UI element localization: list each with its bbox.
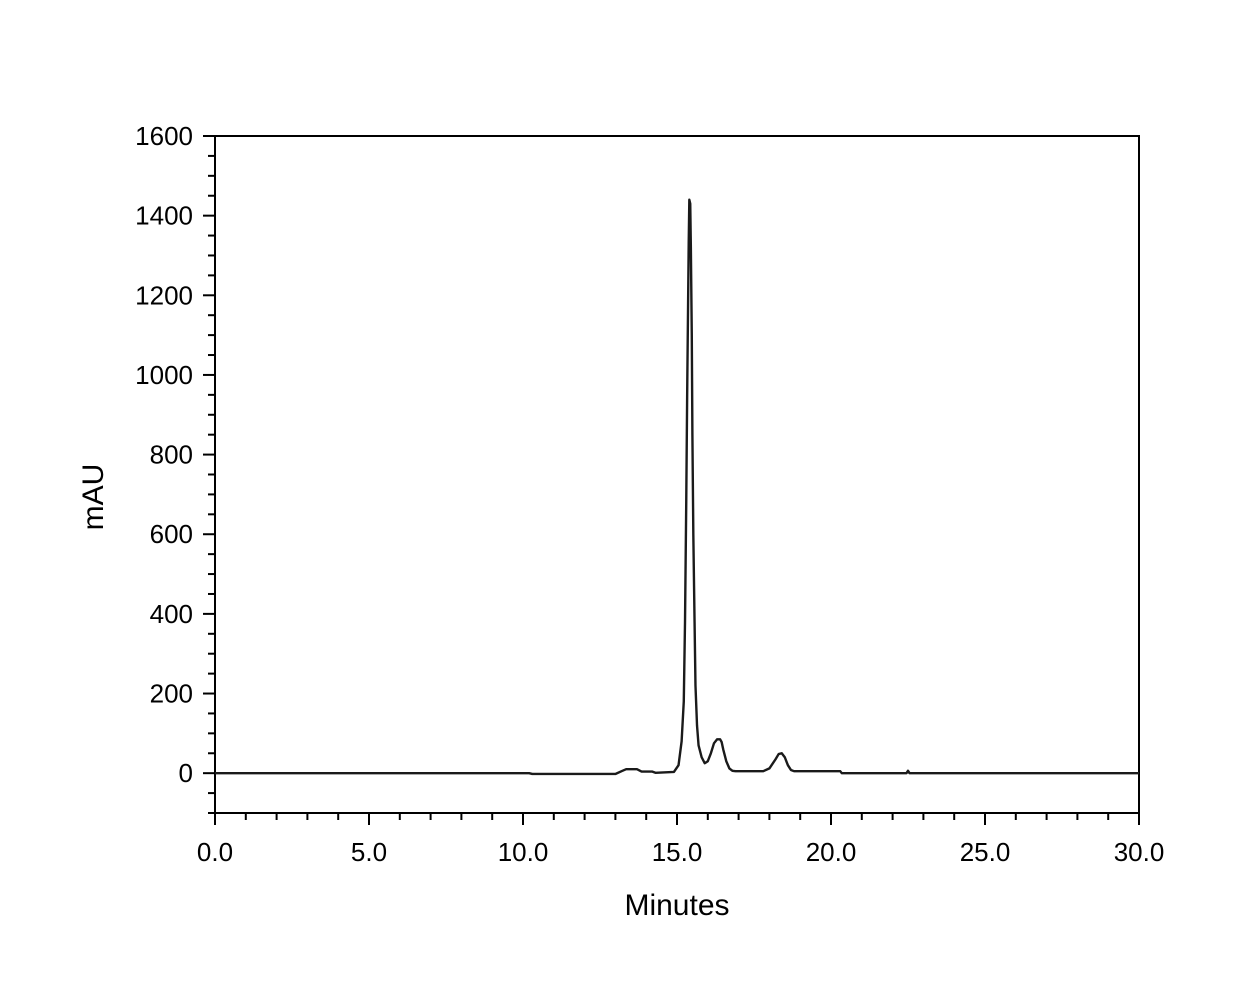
x-tick-label: 15.0 <box>652 837 703 867</box>
y-tick-label: 800 <box>150 440 193 470</box>
x-tick-label: 5.0 <box>351 837 387 867</box>
y-tick-label: 1600 <box>135 121 193 151</box>
x-axis-tick-labels: 0.0 5.0 10.0 15.0 20.0 25.0 30.0 <box>197 837 1164 867</box>
plot-frame <box>214 135 1140 814</box>
x-tick-label: 10.0 <box>498 837 549 867</box>
x-axis-ticks <box>214 813 1140 825</box>
x-tick-label: 25.0 <box>960 837 1011 867</box>
y-tick-label: 200 <box>150 679 193 709</box>
y-tick-label: 600 <box>150 519 193 549</box>
y-tick-label: 1200 <box>135 280 193 310</box>
chromatogram-trace <box>215 198 1139 776</box>
x-tick-label: 20.0 <box>806 837 857 867</box>
y-tick-label: 1000 <box>135 360 193 390</box>
y-tick-label: 1400 <box>135 201 193 231</box>
y-axis-tick-labels: 0 200 400 600 800 1000 1200 1400 1600 <box>135 121 193 788</box>
x-axis-title: Minutes <box>624 889 729 922</box>
y-tick-label: 400 <box>150 599 193 629</box>
y-axis-title: mAU <box>77 464 110 531</box>
x-tick-label: 30.0 <box>1114 837 1165 867</box>
x-tick-label: 0.0 <box>197 837 233 867</box>
y-tick-label: 0 <box>179 758 193 788</box>
y-axis-ticks <box>203 135 215 814</box>
